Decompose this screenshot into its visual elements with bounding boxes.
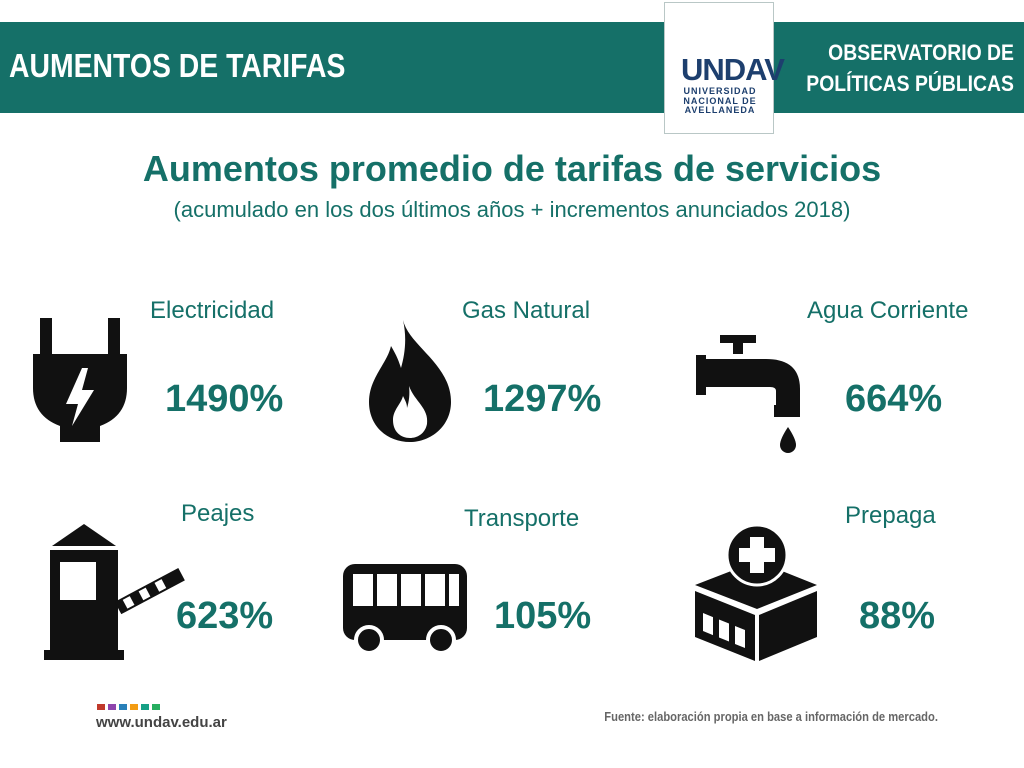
footer-url: www.undav.edu.ar <box>96 714 227 731</box>
logo-caption-line2: NACIONAL DE <box>683 95 757 106</box>
source-note: Fuente: elaboración propia en base a inf… <box>604 709 938 724</box>
service-label-electricity: Electricidad <box>150 297 275 324</box>
service-label-tolls: Peajes <box>181 500 255 527</box>
header-band <box>0 22 1024 113</box>
service-label-health: Prepaga <box>845 502 936 529</box>
logo-caption-line1: UNIVERSIDAD <box>683 86 757 96</box>
hospital-icon <box>695 525 817 661</box>
service-value-tolls: 623% <box>176 595 274 637</box>
main-title: Aumentos promedio de tarifas de servicio… <box>142 148 882 189</box>
service-value-electricity: 1490% <box>165 378 284 420</box>
water-faucet-icon <box>696 335 800 453</box>
footer-dot <box>130 704 138 710</box>
logo-caption-line3: AVELLANEDA <box>684 105 756 115</box>
service-value-water: 664% <box>845 378 943 420</box>
footer-color-dots <box>97 704 160 710</box>
flame-icon <box>369 320 451 442</box>
service-value-transport: 105% <box>494 595 592 637</box>
subtitle: (acumulado en los dos últimos años + inc… <box>173 197 851 222</box>
power-plug-icon <box>33 318 127 442</box>
service-label-gas: Gas Natural <box>462 297 591 324</box>
page-title: AUMENTOS DE TARIFAS <box>9 47 346 84</box>
logo-caption: UNIVERSIDAD NACIONAL DE AVELLANEDA <box>673 86 767 116</box>
undav-logo: UNDAV UNIVERSIDAD NACIONAL DE AVELLANEDA <box>664 2 785 134</box>
footer-dot <box>141 704 149 710</box>
footer-dot <box>119 704 127 710</box>
service-label-water: Agua Corriente <box>807 297 969 324</box>
footer-dot <box>108 704 116 710</box>
toll-booth-icon <box>44 524 185 660</box>
service-value-health: 88% <box>859 595 936 637</box>
logo-wordmark: UNDAV <box>681 52 785 87</box>
footer-dot <box>97 704 105 710</box>
org-name-line1: OBSERVATORIO DE <box>828 40 1014 65</box>
service-value-gas: 1297% <box>483 378 602 420</box>
footer-dot <box>152 704 160 710</box>
org-name: OBSERVATORIO DE POLÍTICAS PÚBLICAS <box>806 37 1014 99</box>
bus-icon <box>343 564 467 655</box>
org-name-line2: POLÍTICAS PÚBLICAS <box>806 71 1014 96</box>
service-label-transport: Transporte <box>464 505 580 532</box>
